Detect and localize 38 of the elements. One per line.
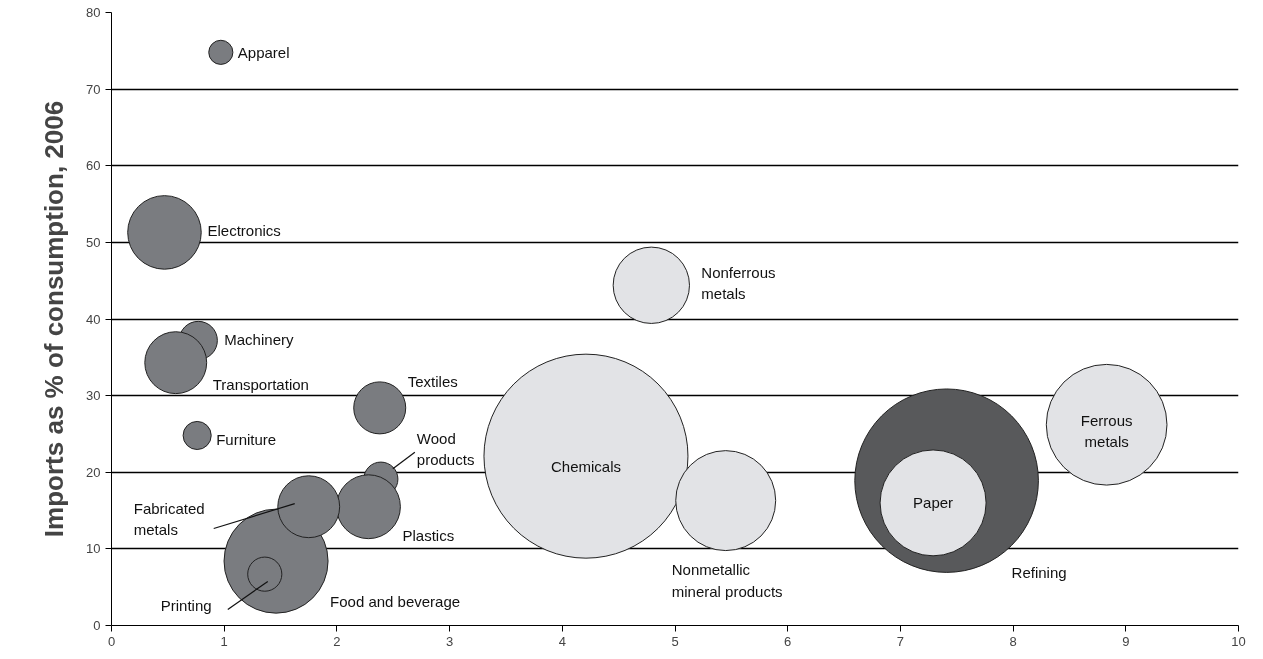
series-label: Chemicals — [550, 457, 621, 475]
y-tick-label: 50 — [86, 234, 101, 250]
text: Printing — [160, 596, 212, 614]
x-tick-label: 4 — [558, 633, 566, 649]
x-tick-label: 6 — [784, 633, 792, 649]
y-tick-label: 40 — [86, 311, 101, 327]
series-label: Apparel — [237, 43, 290, 61]
series-label: Wood products — [416, 430, 475, 469]
y-tick-label: 70 — [86, 81, 101, 97]
y-tick-label: 20 — [86, 464, 101, 480]
series-label: Ferrous metals — [1080, 411, 1133, 450]
x-tick-label: 2 — [333, 633, 341, 649]
text: Fabricated metals — [133, 499, 205, 538]
series-label: Nonferrous metals — [701, 264, 776, 303]
series-label: Furniture — [216, 430, 277, 448]
series-label: Refining — [1011, 564, 1067, 582]
x-tick-label: 1 — [220, 633, 228, 649]
y-axis-title: Imports as % of consumption, 2006 — [39, 100, 70, 538]
series-label: Textiles — [407, 373, 458, 391]
y-tick-label: 80 — [86, 5, 101, 20]
series-label: Paper — [913, 494, 954, 512]
series-label: Machinery — [224, 330, 294, 348]
series-label: Plastics — [402, 527, 455, 545]
x-tick-label: 3 — [445, 633, 454, 649]
x-tick-label: 9 — [1122, 633, 1130, 649]
x-tick-label: 8 — [1009, 633, 1017, 649]
x-tick-label: 0 — [107, 633, 116, 649]
y-tick-label: 30 — [86, 388, 101, 404]
series-label: Food and beverage — [330, 592, 461, 610]
series-label: Electronics — [207, 221, 281, 239]
x-tick-label: 5 — [671, 633, 679, 649]
x-tick-label: 7 — [896, 633, 905, 649]
text: Nonmetallic mineral products — [671, 561, 783, 600]
y-tick-label: 10 — [86, 541, 101, 557]
y-tick-label: 60 — [86, 158, 101, 174]
y-tick-label: 0 — [93, 618, 101, 633]
series-label: Transportation — [212, 376, 309, 394]
x-tick-label: 10 — [1231, 633, 1246, 649]
